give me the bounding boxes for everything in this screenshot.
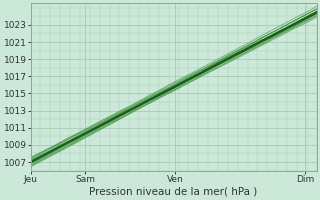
X-axis label: Pression niveau de la mer( hPa ): Pression niveau de la mer( hPa ) [90, 187, 258, 197]
